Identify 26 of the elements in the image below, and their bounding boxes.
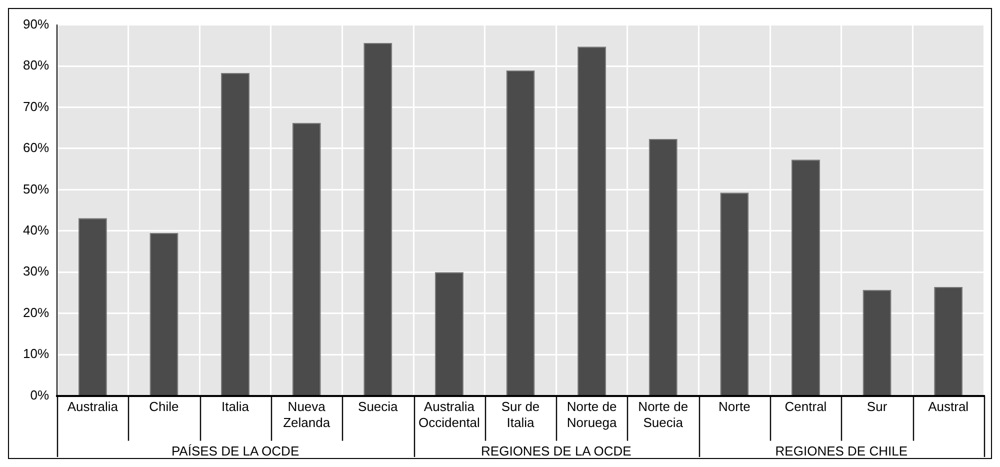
y-tick-label: 10%: [22, 346, 50, 362]
y-tick-label: 60%: [22, 140, 50, 156]
x-tick-label: Central: [784, 399, 827, 414]
y-tick-label: 30%: [22, 264, 50, 279]
x-tick-label: Australia: [67, 399, 119, 414]
y-tick-label: 50%: [22, 181, 50, 196]
x-tick-label: Sur de Italia: [501, 399, 540, 430]
text: PAÍSES DE LA OCDE: [171, 443, 300, 458]
y-tick-label: 40%: [22, 222, 50, 238]
x-tick-label: Italia: [222, 399, 250, 414]
x-tick-label: Nueva Zelanda: [283, 399, 331, 430]
text: REGIONES DE LA OCDE: [481, 443, 632, 458]
y-tick-label: 70%: [22, 98, 50, 114]
y-tick-label: 20%: [22, 304, 50, 320]
y-tick-label: 0%: [30, 387, 50, 402]
x-tick-label: Norte: [718, 399, 750, 414]
y-tick-label: 90%: [22, 16, 50, 32]
x-tick-label: Chile: [149, 399, 179, 414]
x-tick-label: Austral: [928, 399, 969, 414]
text: REGIONES DE CHILE: [775, 443, 908, 458]
y-tick-label: 80%: [22, 58, 50, 73]
x-tick-label: Australia Occidental: [418, 399, 480, 430]
x-tick-label: Suecia: [358, 399, 399, 414]
x-tick-label: Norte de Suecia: [638, 399, 688, 430]
x-tick-label: Norte de Noruega: [566, 399, 618, 430]
x-tick-label: Sur: [866, 399, 888, 414]
